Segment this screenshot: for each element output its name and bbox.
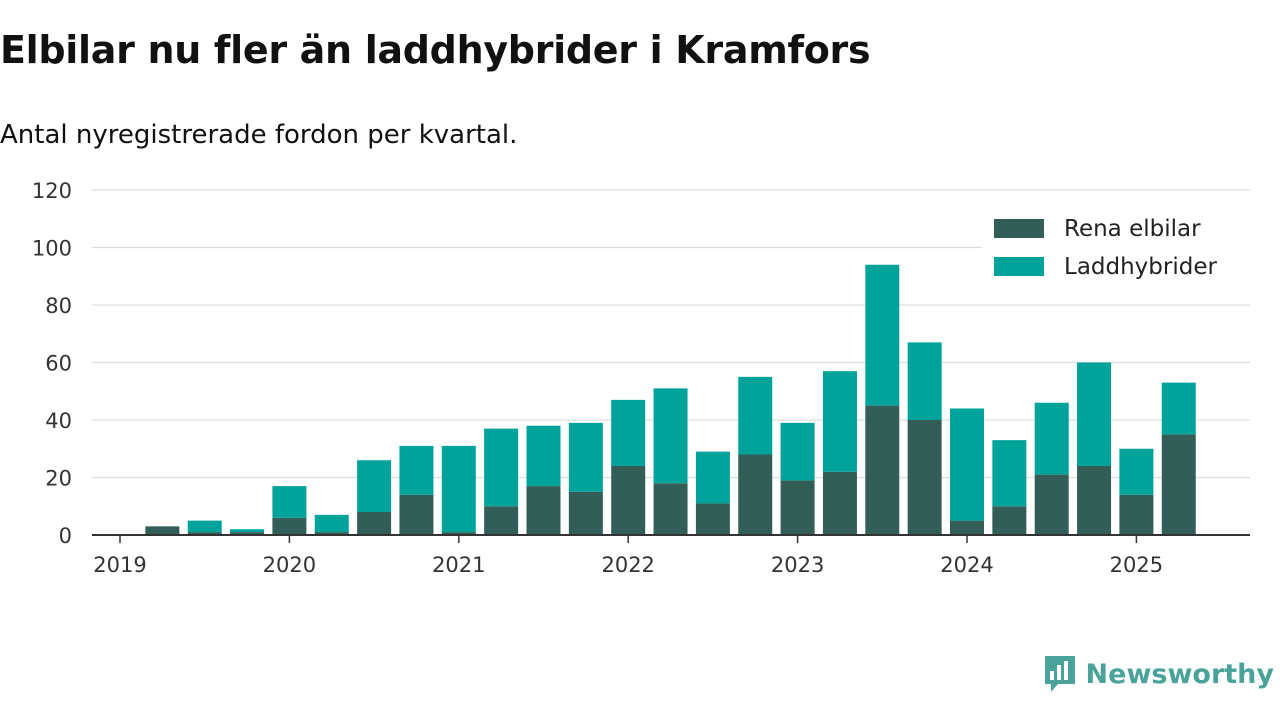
bar-laddhybrider xyxy=(272,486,307,518)
stacked-bar-chart: 0 20 40 60 80 100 120 2019 2020 2021 2022 2023 2024… xyxy=(32,179,1252,577)
bar-rena-elbilar xyxy=(780,480,815,535)
bar-rena-elbilar xyxy=(950,520,984,535)
bar-rena-elbilar xyxy=(1034,474,1069,535)
legend-label-rena-elbilar: Rena elbilar xyxy=(1064,216,1201,242)
bar-laddhybrider xyxy=(1077,362,1112,466)
bar-rena-elbilar xyxy=(441,532,476,535)
bar-laddhybrider xyxy=(611,399,646,466)
bar-rena-elbilar xyxy=(1119,494,1154,535)
legend-swatch-laddhybrider xyxy=(994,257,1044,276)
bar-rena-elbilar xyxy=(357,512,392,535)
bar-laddhybrider xyxy=(1119,448,1154,495)
x-tick-label: 2020 xyxy=(263,553,316,577)
x-tick-label: 2024 xyxy=(940,553,993,577)
bar-laddhybrider xyxy=(992,440,1027,507)
bar-rena-elbilar xyxy=(314,532,349,535)
bar-laddhybrider xyxy=(441,445,476,533)
y-tick-label: 60 xyxy=(45,352,72,376)
y-tick-label: 100 xyxy=(32,237,72,261)
bar-laddhybrider xyxy=(907,342,942,420)
chart-title: Elbilar nu fler än laddhybrider i Kramfo… xyxy=(0,28,871,72)
bar-laddhybrider xyxy=(1034,402,1069,475)
bar-rena-elbilar xyxy=(992,506,1027,535)
y-tick-label: 20 xyxy=(45,467,72,491)
x-tick-label: 2025 xyxy=(1110,553,1163,577)
axes: 2019 2020 2021 2022 2023 2024 2025 xyxy=(92,534,1250,577)
bar-laddhybrider xyxy=(187,520,222,533)
x-tick-label: 2022 xyxy=(601,553,654,577)
bar-rena-elbilar xyxy=(653,483,688,535)
bar-rena-elbilar xyxy=(1161,434,1196,535)
bar-laddhybrider xyxy=(526,425,561,487)
bar-rena-elbilar xyxy=(568,491,603,535)
bar-laddhybrider xyxy=(780,422,815,481)
bar-rena-elbilar xyxy=(230,532,265,535)
bar-rena-elbilar xyxy=(145,526,180,535)
bar-laddhybrider xyxy=(230,529,265,533)
bar-rena-elbilar xyxy=(907,420,942,535)
chart-subtitle: Antal nyregistrerade fordon per kvartal. xyxy=(0,120,518,150)
bar-rena-elbilar xyxy=(865,405,900,535)
newsworthy-logo: Newsworthy xyxy=(1042,654,1274,694)
bars xyxy=(145,264,1196,535)
bar-rena-elbilar xyxy=(611,466,646,535)
bar-laddhybrider xyxy=(822,371,857,472)
bar-laddhybrider xyxy=(950,408,984,521)
y-tick-label: 0 xyxy=(59,524,72,548)
newsworthy-icon xyxy=(1044,656,1075,692)
bar-laddhybrider xyxy=(568,422,603,492)
bar-rena-elbilar xyxy=(1077,466,1112,535)
y-tick-label: 120 xyxy=(32,179,72,203)
y-tick-label: 40 xyxy=(45,409,72,433)
x-tick-label: 2023 xyxy=(771,553,824,577)
x-tick-label: 2021 xyxy=(432,553,485,577)
bar-rena-elbilar xyxy=(399,494,434,535)
bar-rena-elbilar xyxy=(526,486,561,535)
bar-laddhybrider xyxy=(314,514,349,533)
bar-rena-elbilar xyxy=(695,503,730,535)
bar-laddhybrider xyxy=(695,451,730,504)
legend-label-laddhybrider: Laddhybrider xyxy=(1064,254,1217,280)
bar-rena-elbilar xyxy=(822,471,857,535)
brand-name: Newsworthy xyxy=(1085,658,1274,690)
bar-rena-elbilar xyxy=(187,532,222,535)
legend: Rena elbilar Laddhybrider xyxy=(982,206,1252,288)
bar-laddhybrider xyxy=(357,460,392,512)
legend-swatch-rena-elbilar xyxy=(994,219,1044,238)
bar-laddhybrider xyxy=(399,445,434,495)
bar-rena-elbilar xyxy=(484,506,519,535)
bar-laddhybrider xyxy=(484,428,519,507)
x-tick-label: 2019 xyxy=(93,553,146,577)
bar-rena-elbilar xyxy=(738,454,773,535)
bar-laddhybrider xyxy=(1161,382,1196,435)
bar-rena-elbilar xyxy=(272,517,307,535)
bar-laddhybrider xyxy=(738,376,773,455)
bar-laddhybrider xyxy=(653,388,688,484)
gridlines: 0 20 40 60 80 100 120 xyxy=(32,179,1250,548)
y-tick-label: 80 xyxy=(45,294,72,318)
bar-laddhybrider xyxy=(865,264,900,406)
